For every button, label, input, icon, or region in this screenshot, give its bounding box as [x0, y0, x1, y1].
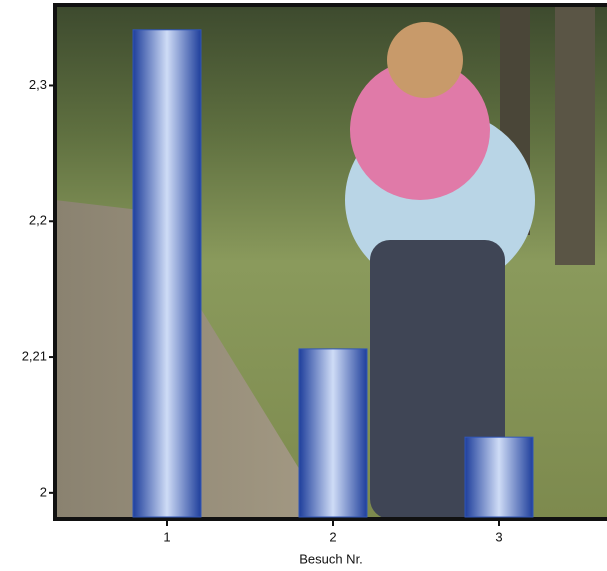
bar [132, 29, 202, 518]
y-tick-label: 2 [40, 484, 47, 499]
x-tick-label: 1 [163, 529, 170, 544]
y-tick-label: 2,3 [29, 77, 47, 92]
x-tick-label: 3 [495, 529, 502, 544]
bar [464, 436, 534, 518]
bar [298, 348, 368, 518]
y-tick-label: 2,21 [22, 348, 47, 363]
axes-frame [53, 3, 607, 521]
x-axis-label: Besuch Nr. [299, 551, 363, 566]
y-tick-label: 2,2 [29, 213, 47, 228]
x-tick-label: 2 [329, 529, 336, 544]
